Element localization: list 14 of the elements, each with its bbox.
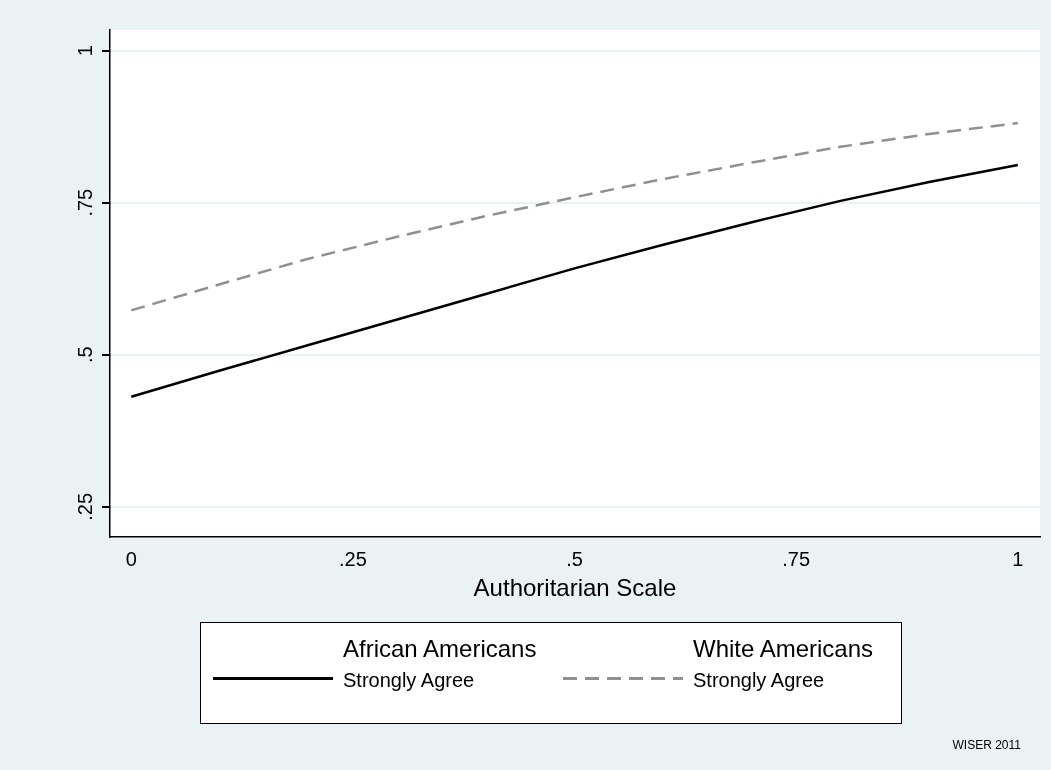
x-tick-label: .75 <box>782 547 811 570</box>
text: WISER 2011 <box>952 738 1021 752</box>
y-tick-label: .75 <box>73 188 96 217</box>
line-series <box>130 121 1020 312</box>
x-tick-label: 1 <box>1012 547 1024 570</box>
x-tick-label: 0 <box>125 547 137 570</box>
y-tick-label: .25 <box>73 492 96 521</box>
y-tick-label: .5 <box>73 346 96 364</box>
x-tick-label: .5 <box>566 547 583 570</box>
legend-label: White Americans Strongly Agree <box>693 635 874 692</box>
legend-label: African Americans Strongly Agree <box>343 635 537 692</box>
x-axis-title: Authoritarian Scale <box>473 574 677 602</box>
x-tick-label: .25 <box>339 547 367 570</box>
y-tick-label: 1 <box>73 45 96 57</box>
